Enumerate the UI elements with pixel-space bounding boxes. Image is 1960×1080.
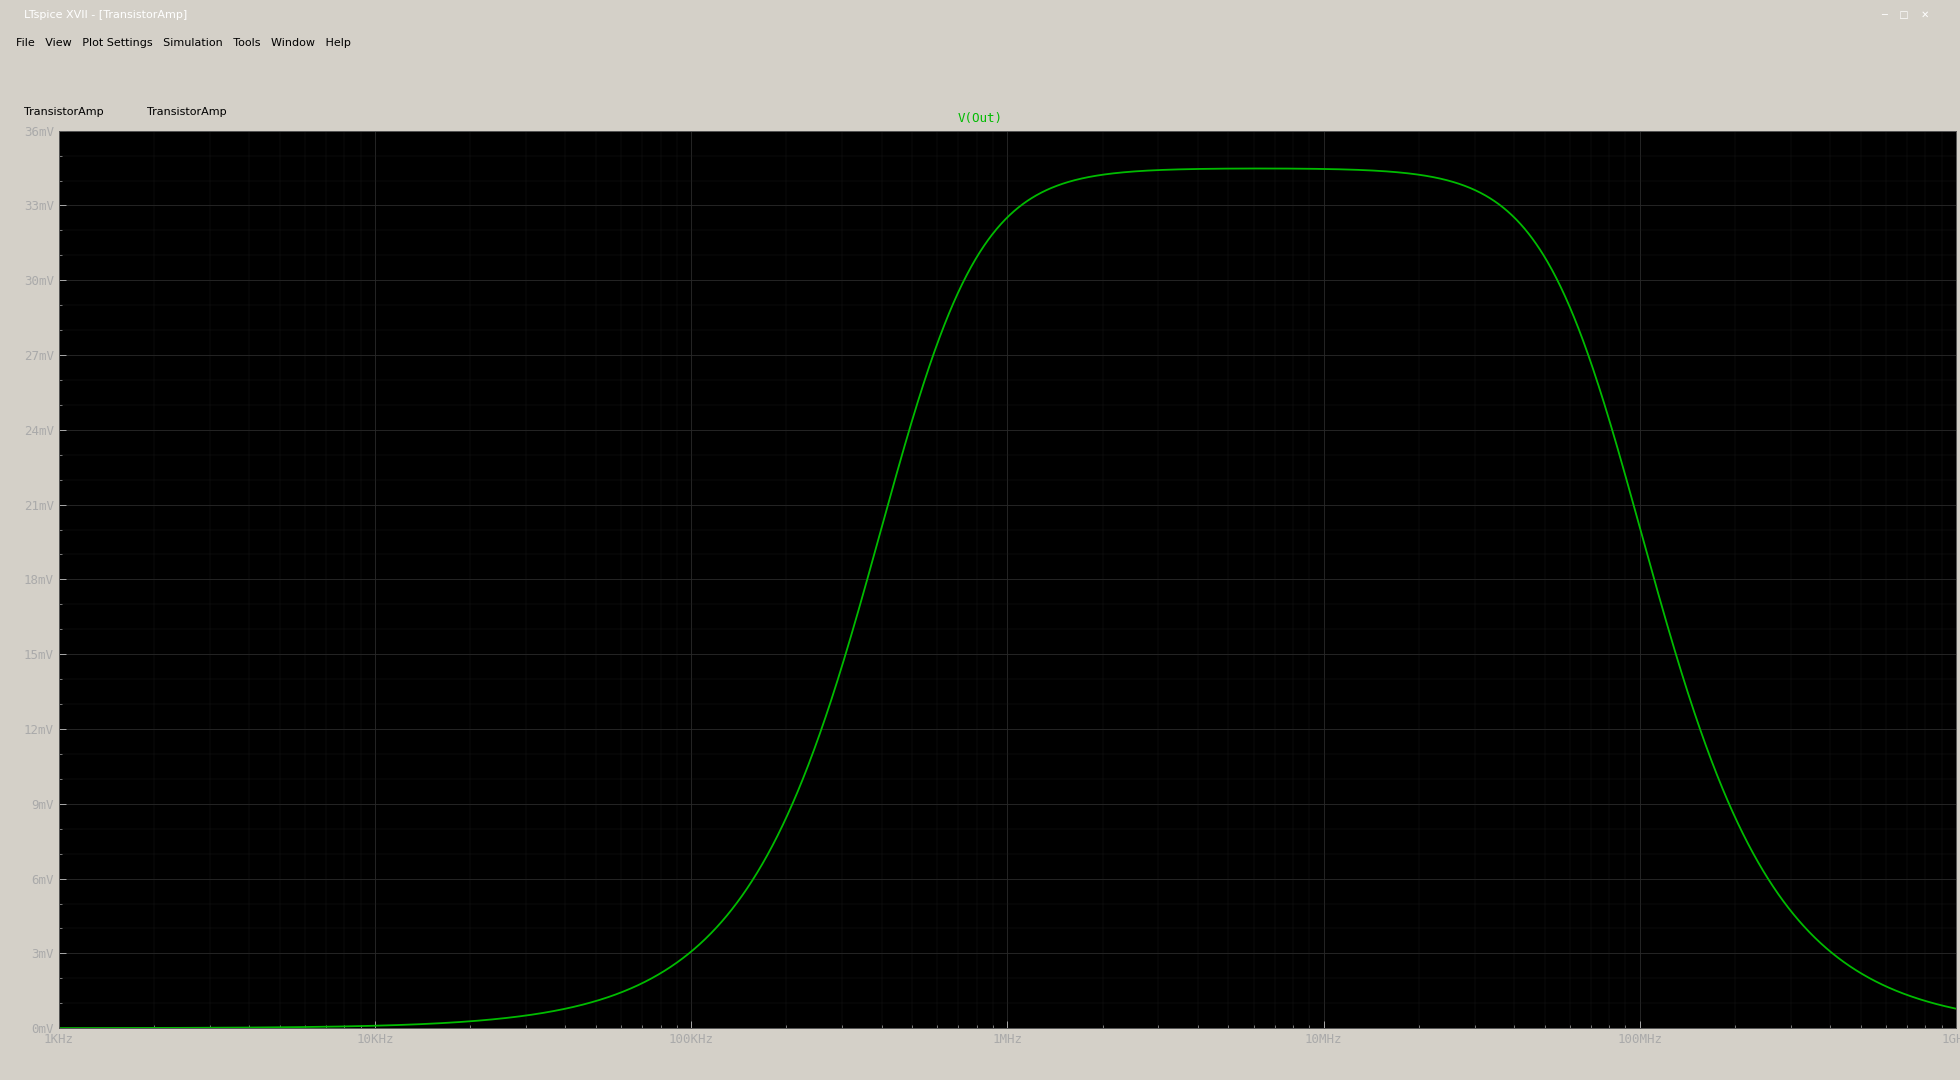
Text: TransistorAmp: TransistorAmp bbox=[24, 107, 104, 118]
Text: TransistorAmp: TransistorAmp bbox=[147, 107, 227, 118]
Text: LTspice XVII - [TransistorAmp]: LTspice XVII - [TransistorAmp] bbox=[24, 11, 186, 21]
Text: V(Out): V(Out) bbox=[958, 112, 1002, 125]
Text: ─    □    ✕: ─ □ ✕ bbox=[1882, 11, 1931, 21]
Text: File   View   Plot Settings   Simulation   Tools   Window   Help: File View Plot Settings Simulation Tools… bbox=[16, 38, 351, 48]
